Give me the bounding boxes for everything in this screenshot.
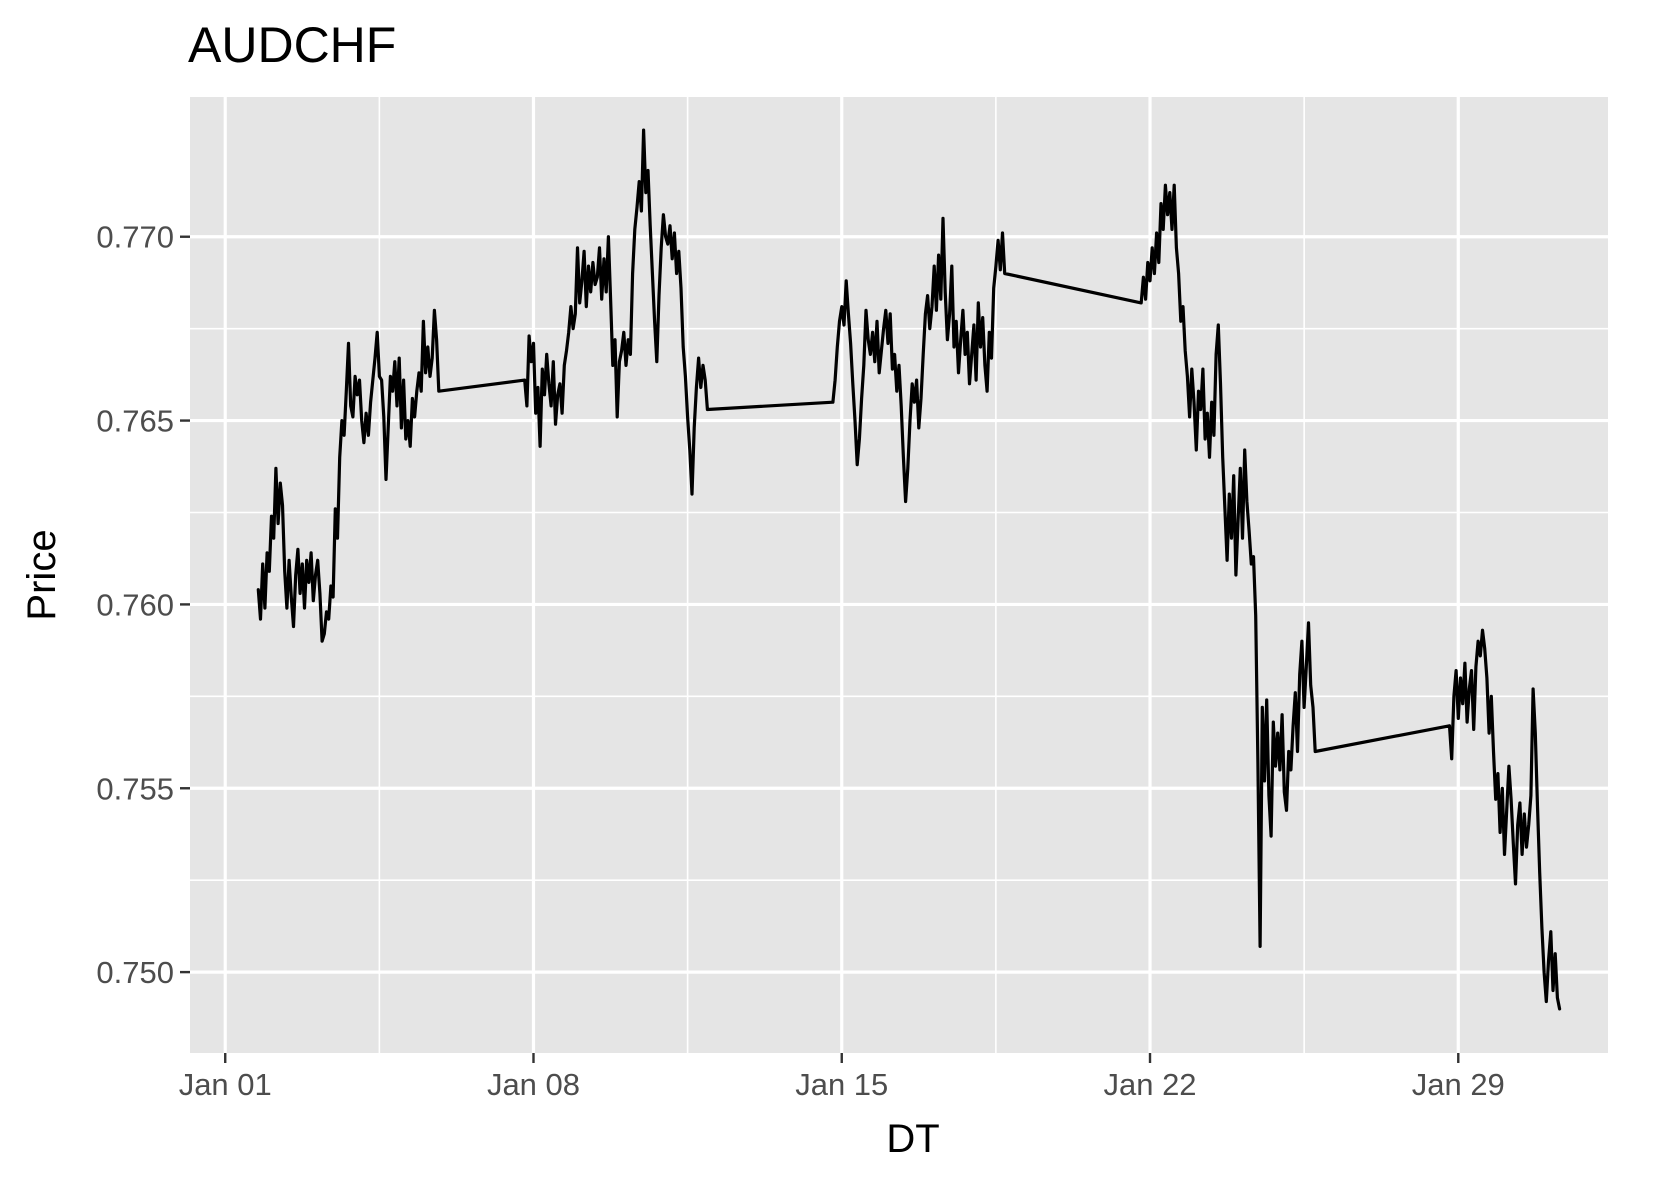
series-line-group: [256, 128, 1562, 1011]
x-tick-label: Jan 29: [1412, 1067, 1505, 1102]
x-axis-title: DT: [886, 1117, 939, 1161]
chart-title: AUDCHF: [188, 17, 396, 73]
y-tick-label: 0.750: [96, 955, 174, 990]
y-tick-label: 0.760: [96, 587, 174, 622]
x-axis: Jan 01 Jan 08 Jan 15 Jan 22 Jan 29: [179, 1053, 1505, 1102]
gridlines: [190, 97, 1608, 1053]
x-tick-label: Jan 15: [795, 1067, 888, 1102]
plot-panel: [190, 97, 1608, 1053]
x-tick-label: Jan 01: [179, 1067, 272, 1102]
x-tick-label: Jan 08: [487, 1067, 580, 1102]
y-tick-label: 0.755: [96, 771, 174, 806]
y-axis-title: Price: [20, 529, 64, 620]
y-tick-label: 0.765: [96, 404, 174, 439]
x-tick-label: Jan 22: [1103, 1067, 1196, 1102]
price-series-line: [256, 128, 1562, 1011]
y-axis: 0.750 0.755 0.760 0.765 0.770: [96, 220, 190, 990]
y-tick-label: 0.770: [96, 220, 174, 255]
